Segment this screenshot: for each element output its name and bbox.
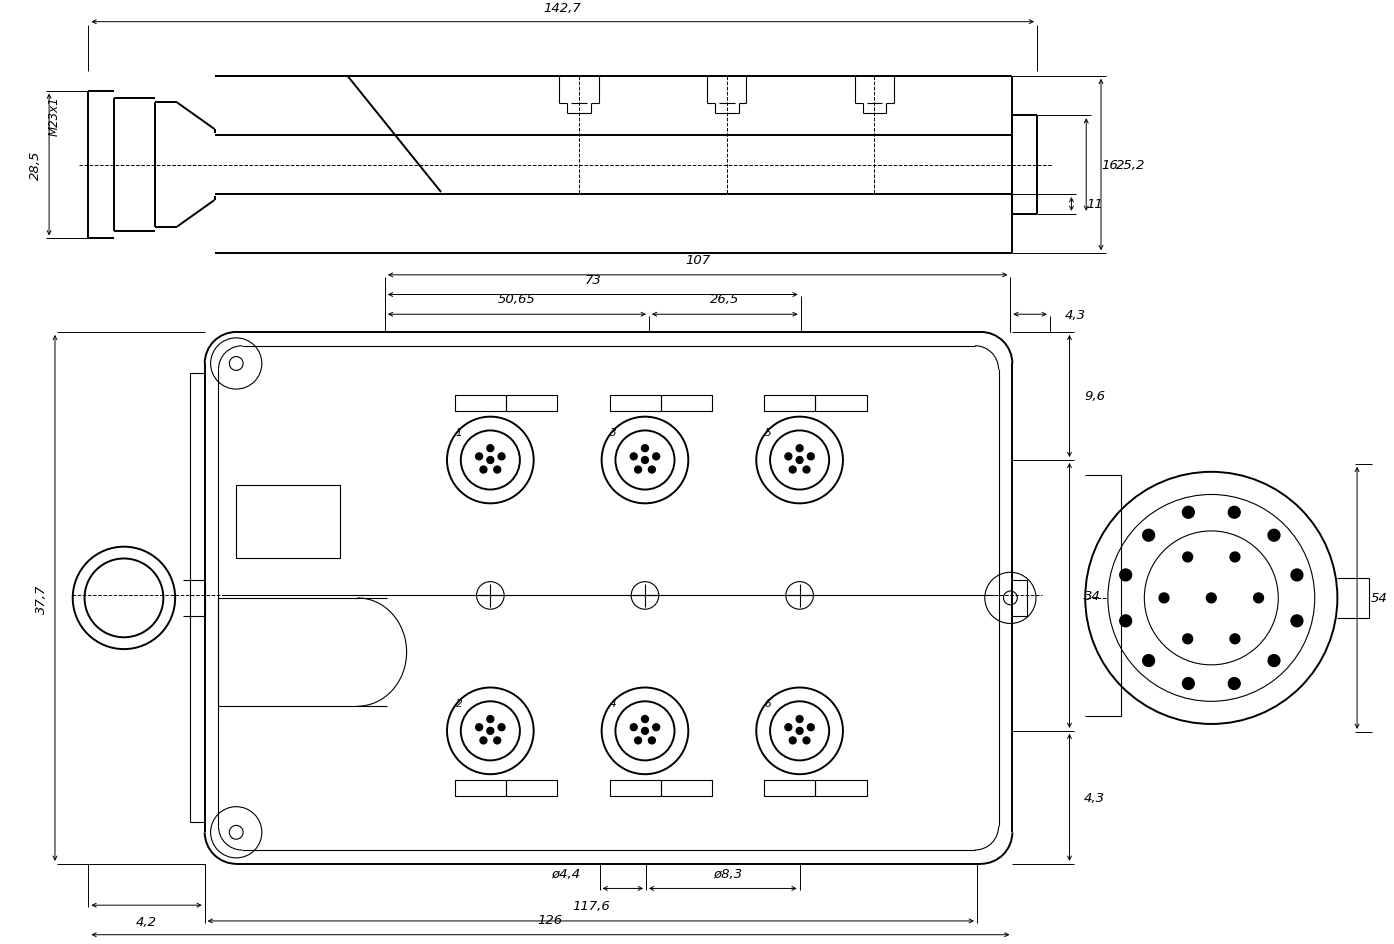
- Text: 11: 11: [1086, 198, 1103, 211]
- Circle shape: [487, 728, 493, 734]
- Circle shape: [493, 737, 500, 744]
- Text: 26,5: 26,5: [710, 293, 739, 306]
- Text: 3: 3: [611, 428, 616, 438]
- Text: 54: 54: [1370, 592, 1387, 605]
- Text: 142,7: 142,7: [544, 2, 581, 15]
- Text: 107: 107: [684, 254, 710, 266]
- Text: 16: 16: [1101, 159, 1118, 172]
- Text: 4: 4: [611, 699, 616, 709]
- Bar: [506, 396, 558, 412]
- Text: 9,6: 9,6: [1085, 390, 1105, 403]
- Circle shape: [1228, 678, 1241, 690]
- Circle shape: [796, 446, 803, 452]
- Text: 34: 34: [1085, 589, 1101, 602]
- Text: 5: 5: [765, 428, 771, 438]
- Circle shape: [796, 716, 803, 723]
- Circle shape: [641, 728, 648, 734]
- Bar: [454, 396, 506, 412]
- Circle shape: [1253, 594, 1263, 603]
- Text: 117,6: 117,6: [572, 899, 609, 912]
- Circle shape: [803, 737, 810, 744]
- Circle shape: [1269, 530, 1280, 542]
- Circle shape: [648, 466, 655, 474]
- Circle shape: [1119, 615, 1132, 627]
- Circle shape: [475, 724, 482, 731]
- Circle shape: [807, 724, 814, 731]
- Circle shape: [493, 466, 500, 474]
- Circle shape: [789, 466, 796, 474]
- Text: ø8,3: ø8,3: [714, 867, 742, 880]
- Text: 4,3: 4,3: [1065, 309, 1086, 321]
- Bar: [815, 396, 867, 412]
- Circle shape: [498, 724, 505, 731]
- Circle shape: [785, 453, 792, 461]
- Text: 4,2: 4,2: [137, 915, 158, 928]
- Circle shape: [1228, 507, 1241, 518]
- Text: 37,7: 37,7: [35, 583, 47, 613]
- Bar: [815, 781, 867, 796]
- Circle shape: [789, 737, 796, 744]
- Circle shape: [1143, 655, 1154, 666]
- Bar: [661, 781, 712, 796]
- Circle shape: [630, 724, 637, 731]
- Text: 2: 2: [456, 699, 463, 709]
- Bar: [764, 781, 815, 796]
- Text: ø4,4: ø4,4: [551, 867, 580, 880]
- Circle shape: [796, 728, 803, 734]
- Circle shape: [1182, 552, 1193, 563]
- Circle shape: [652, 453, 659, 461]
- Bar: [236, 485, 340, 559]
- Circle shape: [648, 737, 655, 744]
- Circle shape: [1119, 569, 1132, 582]
- Text: 50,65: 50,65: [498, 293, 535, 306]
- Circle shape: [641, 457, 648, 464]
- Circle shape: [641, 716, 648, 723]
- Circle shape: [641, 446, 648, 452]
- Circle shape: [634, 737, 641, 744]
- Text: 6: 6: [765, 699, 771, 709]
- Circle shape: [1230, 552, 1239, 563]
- Circle shape: [1206, 594, 1216, 603]
- Circle shape: [1143, 530, 1154, 542]
- Circle shape: [480, 737, 487, 744]
- Circle shape: [1230, 634, 1239, 644]
- Circle shape: [796, 457, 803, 464]
- Circle shape: [1158, 594, 1170, 603]
- Bar: [609, 396, 661, 412]
- Circle shape: [807, 453, 814, 461]
- Bar: [609, 781, 661, 796]
- Circle shape: [1291, 615, 1303, 627]
- Circle shape: [487, 716, 493, 723]
- Circle shape: [630, 453, 637, 461]
- Circle shape: [1182, 507, 1195, 518]
- Circle shape: [498, 453, 505, 461]
- Circle shape: [487, 457, 493, 464]
- Text: 73: 73: [584, 274, 601, 286]
- Circle shape: [785, 724, 792, 731]
- Bar: [764, 396, 815, 412]
- Circle shape: [652, 724, 659, 731]
- Circle shape: [475, 453, 482, 461]
- Circle shape: [1291, 569, 1303, 582]
- Bar: [661, 396, 712, 412]
- Text: 28,5: 28,5: [29, 151, 42, 180]
- Circle shape: [1182, 634, 1193, 644]
- Circle shape: [1269, 655, 1280, 666]
- Bar: [506, 781, 558, 796]
- Circle shape: [1182, 678, 1195, 690]
- Text: 4,3: 4,3: [1085, 791, 1105, 804]
- Bar: [454, 781, 506, 796]
- Text: 25,2: 25,2: [1115, 159, 1144, 172]
- Text: 1: 1: [456, 428, 463, 438]
- Circle shape: [480, 466, 487, 474]
- Circle shape: [487, 446, 493, 452]
- Circle shape: [803, 466, 810, 474]
- Text: 126: 126: [538, 913, 563, 926]
- Text: M23x1: M23x1: [47, 96, 60, 136]
- Circle shape: [634, 466, 641, 474]
